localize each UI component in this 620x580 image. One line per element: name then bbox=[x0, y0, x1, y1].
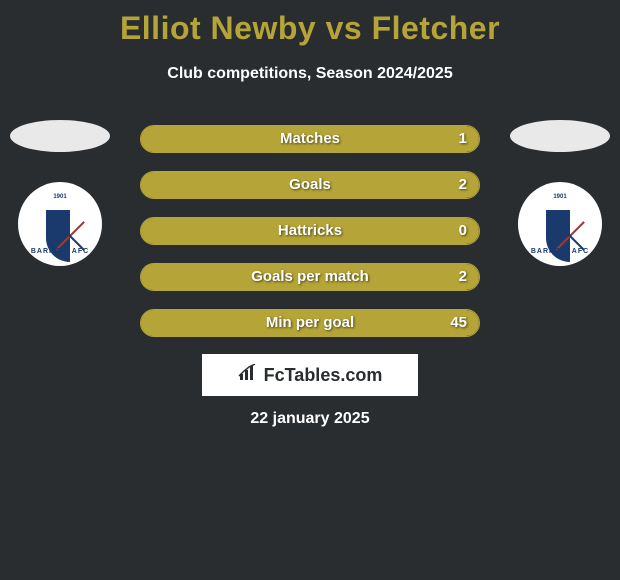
player-right-hat bbox=[510, 120, 610, 152]
stats-bars: Matches1Goals2Hattricks0Goals per match2… bbox=[140, 125, 480, 355]
stat-label: Goals bbox=[141, 172, 479, 198]
stat-label: Goals per match bbox=[141, 264, 479, 290]
player-left-crest: 1901 BARROW AFC bbox=[18, 182, 102, 266]
stat-value-right: 2 bbox=[459, 172, 467, 198]
crest-year: 1901 bbox=[28, 194, 92, 200]
chart-icon bbox=[238, 364, 258, 387]
page-subtitle: Club competitions, Season 2024/2025 bbox=[0, 65, 620, 83]
stat-row: Matches1 bbox=[140, 125, 480, 153]
stat-row: Min per goal45 bbox=[140, 309, 480, 337]
player-right-crest: 1901 BARROW AFC bbox=[518, 182, 602, 266]
stat-value-right: 2 bbox=[459, 264, 467, 290]
crest-name: BARROW AFC bbox=[528, 248, 592, 255]
player-left-hat bbox=[10, 120, 110, 152]
crest-name: BARROW AFC bbox=[28, 248, 92, 255]
stat-value-right: 0 bbox=[459, 218, 467, 244]
stat-row: Hattricks0 bbox=[140, 217, 480, 245]
stat-label: Min per goal bbox=[141, 310, 479, 336]
stat-value-right: 1 bbox=[459, 126, 467, 152]
page-title: Elliot Newby vs Fletcher bbox=[0, 0, 620, 47]
stat-value-right: 45 bbox=[450, 310, 467, 336]
player-left-badge: 1901 BARROW AFC bbox=[10, 120, 110, 266]
date-label: 22 january 2025 bbox=[0, 410, 620, 428]
crest-year: 1901 bbox=[528, 194, 592, 200]
stat-label: Matches bbox=[141, 126, 479, 152]
stat-label: Hattricks bbox=[141, 218, 479, 244]
stat-row: Goals2 bbox=[140, 171, 480, 199]
brand-logo: FcTables.com bbox=[202, 354, 418, 396]
brand-text: FcTables.com bbox=[264, 365, 383, 386]
player-right-badge: 1901 BARROW AFC bbox=[510, 120, 610, 266]
stat-row: Goals per match2 bbox=[140, 263, 480, 291]
